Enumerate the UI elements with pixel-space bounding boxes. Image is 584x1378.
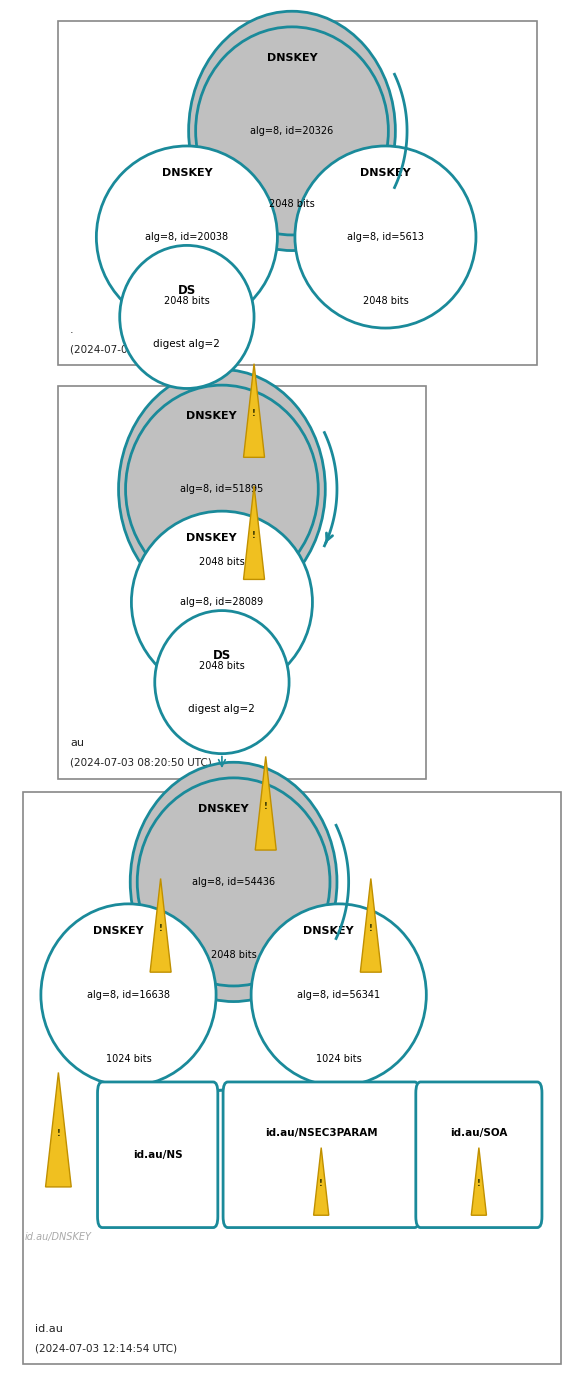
Polygon shape <box>244 364 265 457</box>
Text: 2048 bits: 2048 bits <box>211 949 256 959</box>
Text: !: ! <box>252 531 256 540</box>
Text: alg=8, id=51895: alg=8, id=51895 <box>180 484 263 495</box>
Ellipse shape <box>251 904 426 1086</box>
Text: DNSKEY: DNSKEY <box>93 926 143 936</box>
Text: 1024 bits: 1024 bits <box>316 1054 361 1064</box>
Text: alg=8, id=20326: alg=8, id=20326 <box>251 125 333 136</box>
Text: digest alg=2: digest alg=2 <box>189 704 255 714</box>
Text: alg=8, id=5613: alg=8, id=5613 <box>347 232 424 243</box>
Text: id.au: id.au <box>35 1324 63 1334</box>
Text: id.au/DNSKEY: id.au/DNSKEY <box>25 1232 92 1242</box>
Text: au: au <box>70 739 84 748</box>
FancyBboxPatch shape <box>58 21 537 365</box>
Text: alg=8, id=54436: alg=8, id=54436 <box>192 876 275 887</box>
Polygon shape <box>360 879 381 971</box>
Text: !: ! <box>477 1180 481 1188</box>
Text: 2048 bits: 2048 bits <box>164 296 210 306</box>
Text: (2024-07-03 08:20:50 UTC): (2024-07-03 08:20:50 UTC) <box>70 758 212 768</box>
Text: 2048 bits: 2048 bits <box>363 296 408 306</box>
Text: DNSKEY: DNSKEY <box>198 805 248 814</box>
Ellipse shape <box>119 369 325 609</box>
Ellipse shape <box>130 762 337 1002</box>
Ellipse shape <box>189 11 395 251</box>
Text: DS: DS <box>213 649 231 661</box>
Polygon shape <box>314 1148 329 1215</box>
Polygon shape <box>244 486 265 579</box>
Ellipse shape <box>120 245 254 389</box>
Text: 2048 bits: 2048 bits <box>199 661 245 671</box>
Polygon shape <box>471 1148 486 1215</box>
Text: digest alg=2: digest alg=2 <box>154 339 220 349</box>
Text: !: ! <box>319 1180 323 1188</box>
Text: id.au/NS: id.au/NS <box>133 1149 182 1160</box>
Text: alg=8, id=56341: alg=8, id=56341 <box>297 989 380 1000</box>
Text: alg=8, id=16638: alg=8, id=16638 <box>87 989 170 1000</box>
Text: DNSKEY: DNSKEY <box>162 168 212 178</box>
Ellipse shape <box>41 904 216 1086</box>
FancyBboxPatch shape <box>23 792 561 1364</box>
Text: DS: DS <box>178 284 196 296</box>
Text: !: ! <box>159 923 162 933</box>
Text: alg=8, id=28089: alg=8, id=28089 <box>180 597 263 608</box>
Text: 2048 bits: 2048 bits <box>269 198 315 208</box>
Ellipse shape <box>137 777 330 987</box>
FancyBboxPatch shape <box>223 1082 419 1228</box>
Ellipse shape <box>295 146 476 328</box>
Text: .: . <box>70 325 74 335</box>
Text: DNSKEY: DNSKEY <box>267 54 317 63</box>
Text: (2024-07-03 12:14:54 UTC): (2024-07-03 12:14:54 UTC) <box>35 1344 177 1353</box>
Polygon shape <box>150 879 171 971</box>
Text: DNSKEY: DNSKEY <box>186 412 237 422</box>
Text: DNSKEY: DNSKEY <box>303 926 353 936</box>
FancyBboxPatch shape <box>416 1082 542 1228</box>
FancyBboxPatch shape <box>98 1082 218 1228</box>
Text: 2048 bits: 2048 bits <box>199 557 245 566</box>
Ellipse shape <box>131 511 312 693</box>
Ellipse shape <box>126 384 318 594</box>
Text: alg=8, id=20038: alg=8, id=20038 <box>145 232 228 243</box>
Text: DNSKEY: DNSKEY <box>360 168 411 178</box>
Text: !: ! <box>264 802 267 810</box>
Text: !: ! <box>252 409 256 418</box>
FancyBboxPatch shape <box>58 386 426 779</box>
Text: !: ! <box>57 1129 60 1138</box>
Text: !: ! <box>369 923 373 933</box>
Ellipse shape <box>155 610 289 754</box>
Polygon shape <box>46 1072 71 1186</box>
Text: id.au/SOA: id.au/SOA <box>450 1127 507 1137</box>
Text: id.au/NSEC3PARAM: id.au/NSEC3PARAM <box>265 1127 377 1137</box>
Ellipse shape <box>96 146 277 328</box>
Text: DNSKEY: DNSKEY <box>186 533 237 543</box>
Ellipse shape <box>196 26 388 236</box>
Text: (2024-07-03 06:21:41 UTC): (2024-07-03 06:21:41 UTC) <box>70 344 212 354</box>
Polygon shape <box>255 757 276 850</box>
Text: 1024 bits: 1024 bits <box>106 1054 151 1064</box>
